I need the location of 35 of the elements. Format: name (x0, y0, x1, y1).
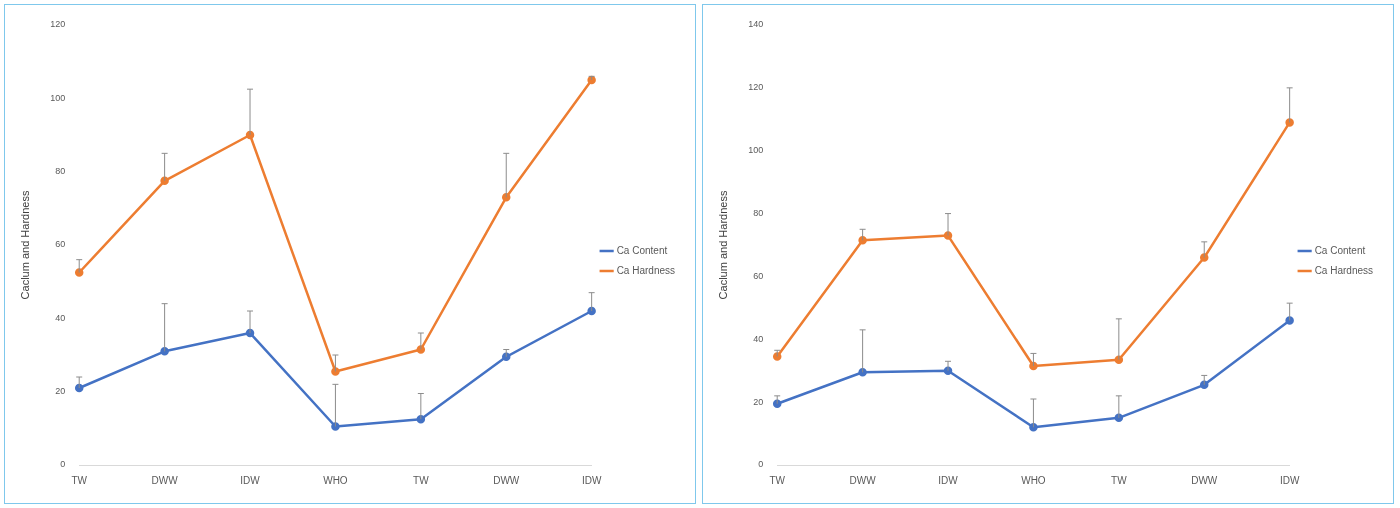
legend-label: Ca Hardness (616, 264, 675, 276)
x-tick-label: IDW (240, 474, 261, 486)
y-tick-label: 20 (55, 386, 66, 397)
y-tick-label: 0 (60, 459, 66, 470)
x-tick-label: TW (413, 474, 430, 486)
y-tick-label: 100 (50, 92, 66, 103)
y-tick-label: 120 (748, 82, 764, 93)
x-tick-label: DWW (151, 474, 179, 486)
x-tick-label: DWW (493, 474, 520, 486)
x-tick-label: WHO (323, 474, 348, 486)
y-tick-label: 100 (748, 145, 764, 156)
y-tick-label: 40 (753, 333, 764, 344)
y-tick-label: 0 (758, 459, 764, 470)
x-tick-label: TW (71, 474, 88, 486)
x-tick-label: IDW (581, 474, 602, 486)
y-tick-label: 20 (753, 396, 764, 407)
y-tick-label: 40 (55, 312, 66, 323)
x-tick-label: TW (1111, 474, 1128, 486)
y-tick-label: 60 (55, 239, 66, 250)
y-axis-title: Caclum and Hardness (18, 190, 31, 300)
x-tick-label: DWW (1191, 474, 1218, 486)
legend-label: Ca Hardness (1314, 264, 1373, 276)
legend-label: Ca Content (1314, 244, 1366, 256)
y-tick-label: 80 (55, 166, 66, 177)
x-tick-label: IDW (1279, 474, 1300, 486)
x-tick-label: DWW (849, 474, 877, 486)
y-axis-title: Caclum and Hardness (716, 190, 729, 300)
y-tick-label: 120 (50, 19, 66, 30)
y-tick-label: 60 (753, 270, 764, 281)
x-tick-label: WHO (1021, 474, 1046, 486)
x-tick-label: TW (769, 474, 786, 486)
legend-label: Ca Content (616, 244, 668, 256)
y-tick-label: 140 (748, 19, 764, 30)
x-tick-label: IDW (938, 474, 959, 486)
y-tick-label: 80 (753, 208, 764, 219)
